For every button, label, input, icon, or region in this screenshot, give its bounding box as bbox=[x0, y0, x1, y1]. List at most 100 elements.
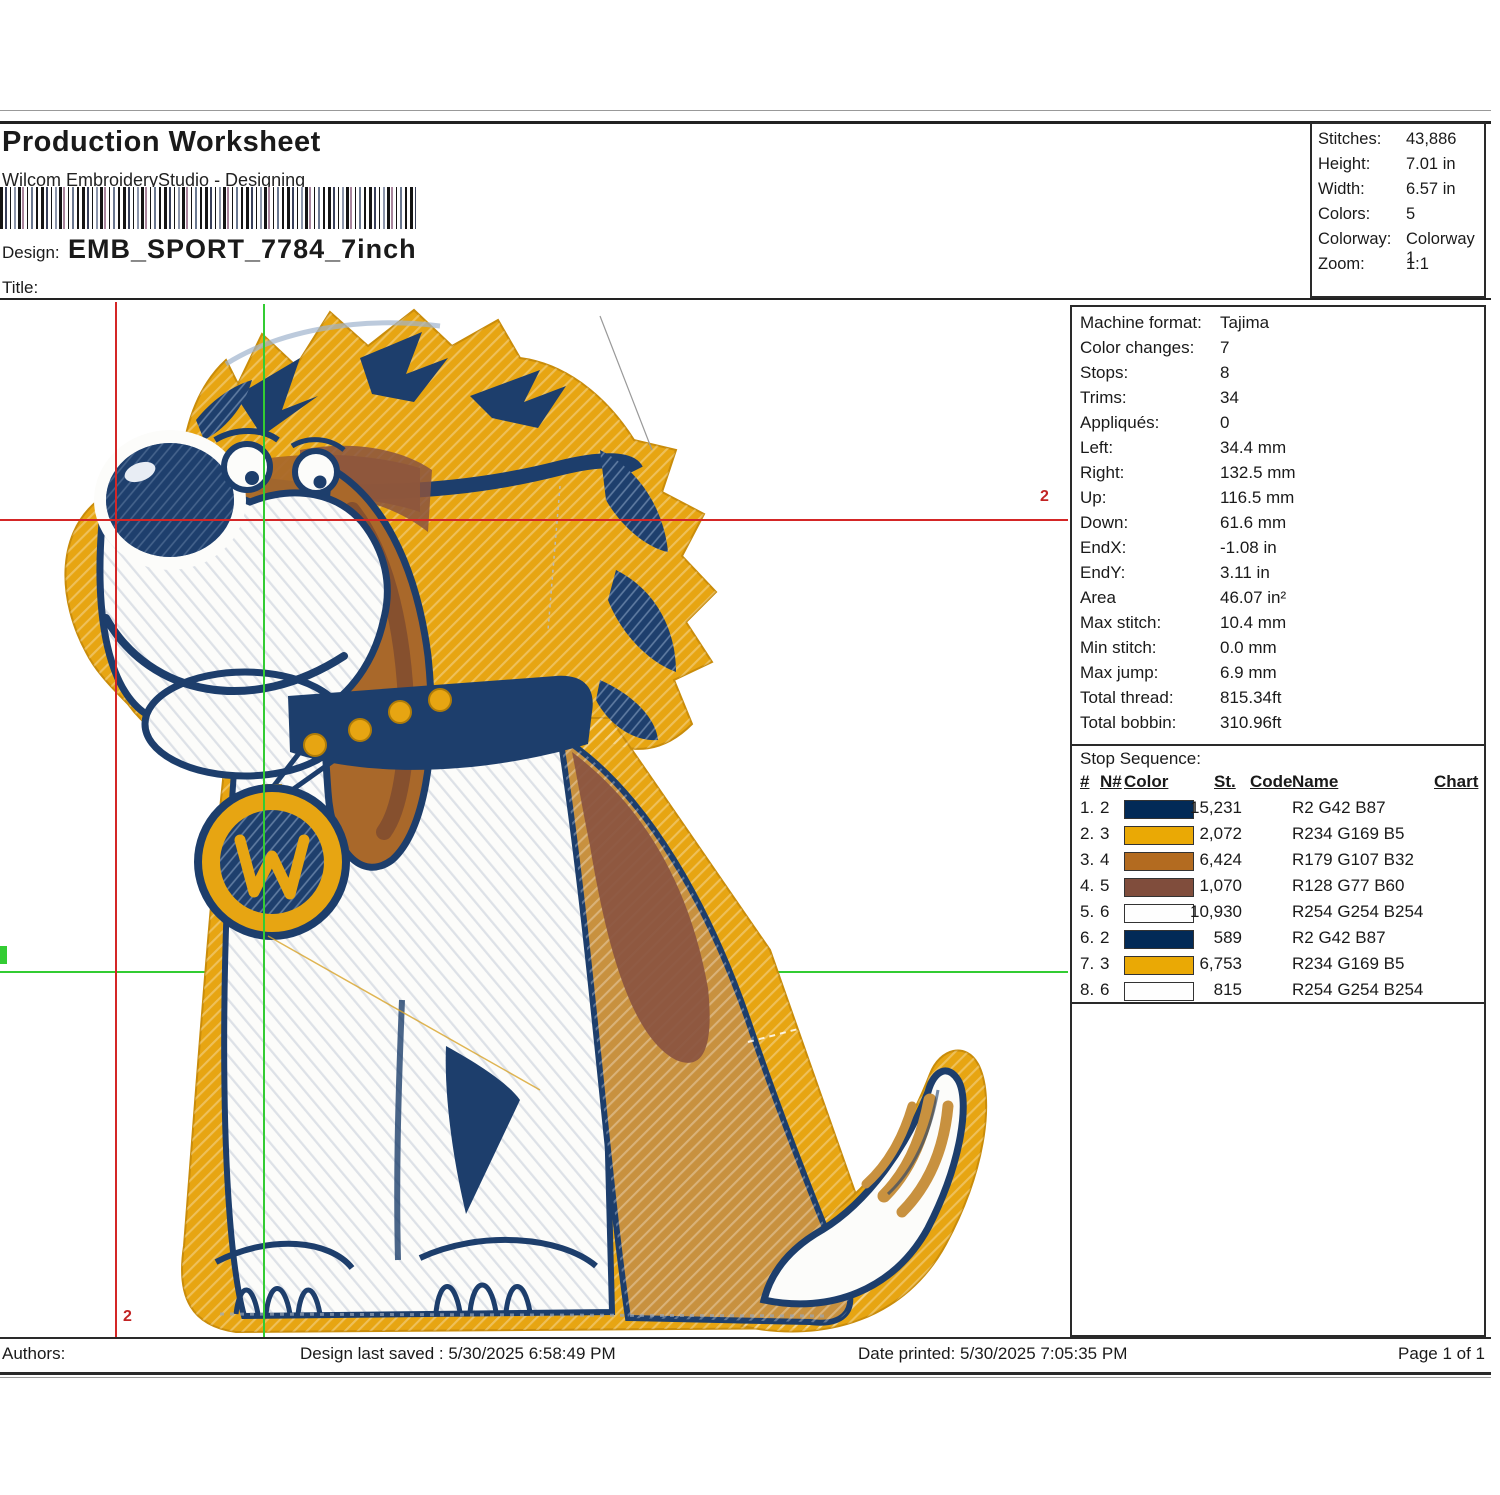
stop-sequence-row: 5. 6 10,930 R254 G254 B254 bbox=[1072, 902, 1484, 928]
machine-info-row: Min stitch: 0.0 mm bbox=[1080, 638, 1476, 663]
info-label: Trims: bbox=[1080, 388, 1127, 407]
thread-color-swatch bbox=[1124, 800, 1194, 819]
thread-color-swatch bbox=[1124, 930, 1194, 949]
machine-info-row: Trims: 34 bbox=[1080, 388, 1476, 413]
info-label: EndY: bbox=[1080, 563, 1126, 582]
info-label: Stops: bbox=[1080, 363, 1129, 382]
info-label: Max jump: bbox=[1080, 663, 1159, 682]
col-stitches: St. bbox=[1214, 772, 1236, 791]
row-stitches: 589 bbox=[1213, 928, 1242, 947]
col-needle: N# bbox=[1100, 772, 1122, 791]
page-top-thin-rule bbox=[0, 110, 1491, 111]
col-chart: Chart bbox=[1434, 772, 1479, 791]
info-value: 61.6 mm bbox=[1220, 513, 1287, 532]
info-value: 6.9 mm bbox=[1220, 663, 1277, 682]
info-value: 3.11 in bbox=[1220, 563, 1270, 582]
row-color-name: R254 G254 B254 bbox=[1292, 902, 1424, 921]
summary-value: 6.57 in bbox=[1406, 180, 1456, 198]
row-needle: 6 bbox=[1100, 902, 1110, 921]
thread-color-swatch bbox=[1124, 878, 1194, 897]
page-number: Page 1 of 1 bbox=[1398, 1344, 1485, 1363]
stop-sequence-row: 4. 5 1,070 R128 G77 B60 bbox=[1072, 876, 1484, 902]
machine-info-row: Left: 34.4 mm bbox=[1080, 438, 1476, 463]
info-label: Down: bbox=[1080, 513, 1129, 532]
row-stitches: 815 bbox=[1213, 980, 1242, 999]
info-value: 0.0 mm bbox=[1220, 638, 1277, 657]
page-top-rule bbox=[0, 121, 1491, 124]
summary-label: Zoom: bbox=[1318, 255, 1365, 273]
row-needle: 4 bbox=[1100, 850, 1110, 869]
info-label: Right: bbox=[1080, 463, 1125, 482]
info-label: Min stitch: bbox=[1080, 638, 1157, 657]
row-num: 7. bbox=[1080, 954, 1095, 973]
summary-value: 1:1 bbox=[1406, 255, 1429, 273]
machine-info-row: Right: 132.5 mm bbox=[1080, 463, 1476, 488]
machine-info-row: Total bobbin: 310.96ft bbox=[1080, 713, 1476, 738]
design-label: Design: bbox=[2, 243, 60, 262]
col-num: # bbox=[1080, 772, 1090, 791]
header-bottom-rule bbox=[0, 298, 1491, 300]
row-color-name: R179 G107 B32 bbox=[1292, 850, 1414, 869]
info-label: Total bobbin: bbox=[1080, 713, 1177, 732]
row-color-name: R254 G254 B254 bbox=[1292, 980, 1424, 999]
row-needle: 5 bbox=[1100, 876, 1110, 895]
date-printed-text: Date printed: 5/30/2025 7:05:35 PM bbox=[858, 1344, 1128, 1363]
row-num: 6. bbox=[1080, 928, 1095, 947]
info-label: Color changes: bbox=[1080, 338, 1195, 357]
machine-info-row: Appliqués: 0 bbox=[1080, 413, 1476, 438]
info-value: 0 bbox=[1220, 413, 1230, 432]
design-barcode-icon bbox=[0, 187, 416, 229]
thread-color-swatch bbox=[1124, 982, 1194, 1001]
row-needle: 2 bbox=[1100, 928, 1110, 947]
row-color-name: R128 G77 B60 bbox=[1292, 876, 1405, 895]
thread-color-swatch bbox=[1124, 904, 1194, 923]
machine-info-row: Down: 61.6 mm bbox=[1080, 513, 1476, 538]
last-saved-text: Design last saved : 5/30/2025 6:58:49 PM bbox=[300, 1344, 616, 1363]
stop-sequence-row: 1. 2 15,231 R2 G42 B87 bbox=[1072, 798, 1484, 824]
info-value: 132.5 mm bbox=[1220, 463, 1296, 482]
col-color: Color bbox=[1124, 772, 1169, 791]
machine-info-row: Up: 116.5 mm bbox=[1080, 488, 1476, 513]
col-name: Name bbox=[1292, 772, 1339, 791]
row-stitches: 10,930 bbox=[1190, 902, 1242, 921]
info-value: 310.96ft bbox=[1220, 713, 1282, 732]
machine-info-row: Stops: 8 bbox=[1080, 363, 1476, 388]
summary-value: 7.01 in bbox=[1406, 155, 1456, 173]
summary-label: Width: bbox=[1318, 180, 1365, 198]
stop-sequence-row: 2. 3 2,072 R234 G169 B5 bbox=[1072, 824, 1484, 850]
summary-label: Colors: bbox=[1318, 205, 1371, 223]
info-label: Area bbox=[1080, 588, 1116, 607]
row-color-name: R2 G42 B87 bbox=[1292, 928, 1386, 947]
machine-info-row: Max jump: 6.9 mm bbox=[1080, 663, 1476, 688]
summary-value: 43,886 bbox=[1406, 130, 1457, 148]
machine-info-row: Total thread: 815.34ft bbox=[1080, 688, 1476, 713]
row-needle: 2 bbox=[1100, 798, 1110, 817]
row-stitches: 6,424 bbox=[1199, 850, 1242, 869]
machine-info-row: Color changes: 7 bbox=[1080, 338, 1476, 363]
summary-row: Stitches: 43,886 bbox=[1318, 130, 1482, 154]
info-label: Left: bbox=[1080, 438, 1114, 457]
design-name: EMB_SPORT_7784_7inch bbox=[68, 234, 417, 264]
page-title: Production Worksheet bbox=[2, 126, 321, 158]
col-code: Code bbox=[1250, 772, 1293, 791]
info-value: 7 bbox=[1220, 338, 1230, 357]
row-color-name: R2 G42 B87 bbox=[1292, 798, 1386, 817]
summary-row: Width: 6.57 in bbox=[1318, 180, 1482, 204]
thread-color-swatch bbox=[1124, 826, 1194, 845]
row-stitches: 1,070 bbox=[1199, 876, 1242, 895]
machine-info-row: EndX: -1.08 in bbox=[1080, 538, 1476, 563]
row-num: 4. bbox=[1080, 876, 1095, 895]
row-stitches: 2,072 bbox=[1199, 824, 1242, 843]
summary-row: Colorway: Colorway 1 bbox=[1318, 230, 1482, 267]
summary-value: Colorway 1 bbox=[1406, 230, 1475, 267]
row-needle: 6 bbox=[1100, 980, 1110, 999]
info-value: 34 bbox=[1220, 388, 1239, 407]
row-needle: 3 bbox=[1100, 824, 1110, 843]
info-label: Up: bbox=[1080, 488, 1107, 507]
summary-value: 5 bbox=[1406, 205, 1416, 223]
row-stitches: 6,753 bbox=[1199, 954, 1242, 973]
summary-row: Height: 7.01 in bbox=[1318, 155, 1482, 179]
info-value: 34.4 mm bbox=[1220, 438, 1287, 457]
stop-sequence-row: 7. 3 6,753 R234 G169 B5 bbox=[1072, 954, 1484, 980]
